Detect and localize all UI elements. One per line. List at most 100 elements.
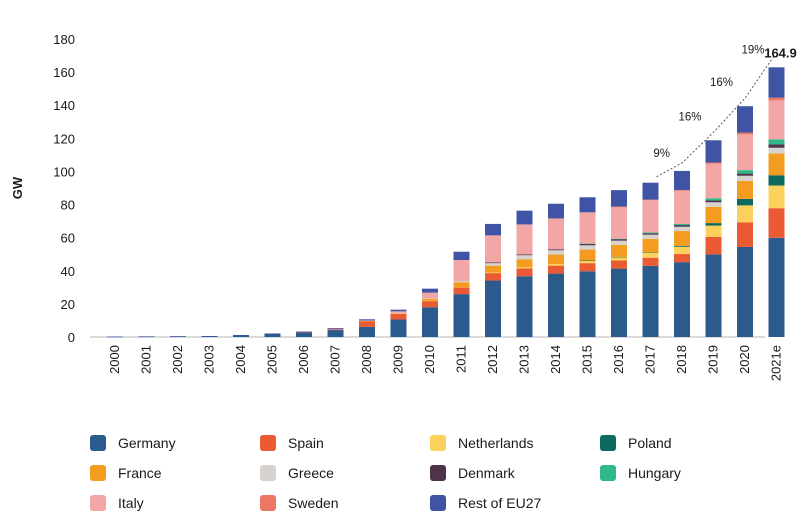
bar-segment: [422, 307, 438, 337]
bar-segment: [705, 206, 722, 224]
bar-segment: [516, 255, 533, 260]
bar-segment: [327, 329, 344, 331]
bar-segment: [548, 249, 564, 251]
bar-segment: [768, 208, 785, 238]
bar-segment: [359, 326, 375, 337]
total-value-label: 164.9: [764, 45, 797, 60]
bar-segment: [453, 294, 470, 337]
bar-segment: [579, 245, 596, 250]
y-axis-title: GW: [10, 176, 25, 199]
bar-segment: [359, 321, 375, 322]
bar-segment: [705, 140, 722, 163]
bar-segment: [642, 252, 659, 258]
bar-segment: [768, 67, 785, 98]
bar-segment: [642, 234, 659, 239]
bar-segment: [296, 332, 312, 333]
bar-segment: [422, 300, 438, 308]
y-tick-label: 140: [53, 98, 75, 113]
bar-segment: [642, 182, 659, 200]
bar-segment: [579, 243, 596, 246]
x-tick-label: 2010: [422, 345, 437, 374]
bar-segment: [485, 272, 501, 274]
y-tick-label: 80: [61, 198, 75, 213]
x-tick-label: 2000: [107, 345, 122, 374]
bar-segment: [705, 162, 722, 164]
bar-segment: [390, 319, 407, 337]
bar-segment: [453, 281, 470, 283]
bar-segment: [516, 259, 533, 268]
growth-rate-label: 19%: [741, 44, 764, 56]
bar-segment: [674, 170, 690, 190]
bar-segment: [768, 97, 785, 101]
y-tick-label: 160: [53, 65, 75, 80]
bar-segment: [233, 335, 249, 336]
bar-segment: [485, 273, 501, 281]
bar-segment: [642, 199, 659, 233]
y-tick-label: 60: [61, 231, 75, 246]
x-tick-label: 2015: [580, 345, 595, 374]
bar-segment: [485, 235, 501, 263]
y-tick-label: 120: [53, 131, 75, 146]
bar-segment: [548, 250, 564, 255]
bar-segment: [516, 254, 533, 256]
bar-segment: [674, 254, 690, 263]
bar-segment: [548, 263, 564, 266]
bar-segment: [485, 223, 501, 236]
x-tick-label: 2018: [674, 345, 689, 374]
x-tick-label: 2016: [611, 345, 626, 374]
bar-segment: [516, 276, 533, 337]
bar-segment: [359, 319, 375, 321]
bar-segment: [327, 328, 344, 329]
x-tick-label: 2012: [485, 345, 500, 374]
bar-segment: [485, 265, 501, 273]
bar-segment: [422, 288, 438, 293]
bar-segment: [737, 170, 753, 174]
bar-segment: [107, 336, 123, 338]
x-tick-label: 2017: [643, 345, 658, 374]
bar-segment: [548, 218, 564, 250]
bar-segment: [201, 336, 218, 337]
bar-segment: [737, 180, 753, 199]
bar-segment: [768, 237, 785, 337]
bar-segment: [674, 262, 690, 337]
bar-segment: [705, 202, 722, 207]
x-tick-label: 2003: [202, 345, 217, 374]
bar-segment: [548, 273, 564, 337]
growth-rate-label: 9%: [653, 148, 670, 160]
bar-segment: [674, 190, 690, 224]
bar-segment: [737, 175, 753, 181]
x-tick-label: 2013: [517, 345, 532, 374]
bar-segment: [422, 298, 438, 301]
x-tick-label: 2001: [139, 345, 154, 374]
bar-segment: [264, 333, 281, 334]
bar-segment: [233, 335, 249, 337]
bar-segment: [611, 244, 627, 257]
bar-segment: [705, 200, 722, 203]
bar-segment: [611, 257, 627, 261]
bar-segment: [611, 256, 627, 258]
bar-segment: [548, 265, 564, 274]
bar-segment: [485, 280, 501, 337]
bar-segment: [611, 240, 627, 245]
bar-segment: [674, 226, 690, 232]
bar-segment: [138, 336, 155, 337]
bar-segment: [705, 225, 722, 238]
bar-segment: [705, 237, 722, 255]
bar-segment: [359, 320, 375, 322]
bar-segment: [611, 190, 627, 207]
x-tick-label: 2021e: [769, 345, 784, 381]
bar-segment: [453, 251, 470, 261]
x-tick-label: 2005: [265, 345, 280, 374]
x-tick-label: 2008: [359, 345, 374, 374]
bar-segment: [516, 267, 533, 269]
x-tick-label: 2019: [706, 345, 721, 374]
bar-segment: [453, 287, 470, 288]
growth-rate-label: 16%: [710, 77, 733, 89]
x-tick-label: 2006: [296, 345, 311, 374]
bar-segment: [737, 132, 753, 135]
bar-segment: [548, 203, 564, 219]
bar-segment: [516, 224, 533, 255]
bar-segment: [611, 260, 627, 269]
bar-segment: [737, 198, 753, 206]
